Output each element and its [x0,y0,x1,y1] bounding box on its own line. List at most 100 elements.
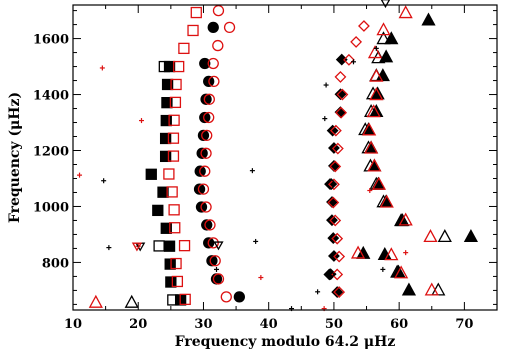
data-point-square-open-red [170,78,182,91]
data-point-square-open-red [178,42,190,55]
data-point-diamond-open-red [358,20,370,32]
data-point-triangle-open-black [437,229,452,243]
data-point-triangle-open-red [369,68,384,82]
data-point-square-open-red [169,96,182,109]
data-point-square-open-red [187,24,199,37]
data-point-circle-filled-black [197,129,210,142]
data-point-square-filled-black [159,150,172,163]
data-point-square-filled-black [157,186,169,198]
data-point-square-open-red [190,6,202,19]
x-tick-label: 20 [129,317,147,332]
data-point-square-open-red [178,239,191,252]
data-point-diamond-filled-black [326,124,339,137]
data-point-triangle-open-red [379,194,394,208]
data-point-diamond-open-red [333,250,346,263]
data-point-diamond-filled-black [334,88,347,101]
data-point-square-filled-black [145,168,157,180]
data-point-triangle-open-red [424,282,439,296]
x-tick-label: 10 [64,317,82,332]
y-tick-label: 800 [42,256,69,271]
data-point-diamond-open-red [333,286,346,299]
data-point-triangle-open-red [367,158,382,172]
data-point-circle-filled-black [233,291,245,303]
data-point-triangle-open-red [367,45,383,59]
chart-marks [77,0,479,312]
y-tick-label: 1000 [33,200,69,215]
data-point-diamond-open-red [350,36,363,48]
data-point-plus-black [380,266,386,272]
data-point-triangle-open-black [390,264,405,278]
data-point-triangle-filled-black [401,282,417,296]
data-point-diamond-filled-black [331,286,344,299]
data-point-diamond-open-red [331,142,344,155]
data-point-triangle-open-red [369,87,384,101]
data-point-square-open-red [170,257,182,270]
y-axis-label: Frequency (μHz) [7,92,23,223]
data-point-diamond-open-red [331,268,344,281]
data-point-circle-filled-black [196,147,208,159]
data-point-circle-open-red [209,255,221,267]
x-tick-label: 60 [390,317,408,332]
data-point-plus-black [350,59,356,65]
data-point-diamond-open-red [334,70,347,83]
data-point-circle-open-red [200,201,212,213]
data-point-plus-red [77,172,83,178]
plot-frame [72,4,498,311]
data-point-square-open-red [171,275,184,288]
data-point-square-open-red [169,222,181,234]
data-point-circle-open-red [220,291,232,303]
data-point-plus-black [106,245,112,251]
data-point-square-open-black [167,294,179,306]
data-point-triangle-open-black [365,86,381,100]
data-point-square-open-red [168,204,180,216]
data-point-plus-black [315,289,321,295]
data-point-square-filled-black [160,114,172,127]
data-point-plus-black [323,82,329,88]
data-point-circle-filled-black [201,219,213,231]
data-point-square-open-red [163,168,175,180]
data-point-square-filled-black [152,204,164,217]
data-point-circle-open-red [223,21,236,34]
data-point-triangle-open-red [88,294,103,308]
data-point-square-open-red [167,150,180,162]
data-point-square-filled-black [160,222,172,234]
data-point-plus-red [258,275,264,281]
data-point-triangle-filled-black [379,49,394,63]
data-point-plus-red [403,250,409,256]
data-point-circle-filled-black [199,57,211,70]
data-point-circle-filled-black [206,255,218,267]
data-point-diamond-filled-black [335,53,348,66]
data-point-circle-open-red [200,147,212,159]
data-point-triangle-open-red [398,5,413,19]
data-point-square-filled-black [165,276,177,288]
data-point-plus-black [101,178,107,184]
data-point-square-filled-black [159,132,172,145]
data-point-triangle-open-red [350,245,366,259]
data-point-diamond-open-red [335,106,348,119]
data-point-circle-open-red [207,237,219,249]
data-point-circle-open-red [203,111,215,124]
x-tick-label: 30 [194,317,212,332]
data-point-diamond-open-red [328,178,340,191]
data-point-inv-triangle-open-red [131,242,143,252]
y-tick-label: 1600 [33,33,69,48]
x-tick-label: 40 [260,317,278,332]
data-point-circle-open-red [207,57,219,70]
data-point-diamond-open-black [325,178,338,191]
data-point-triangle-open-red [376,22,391,36]
data-point-inv-triangle-open-black [213,241,224,251]
data-point-triangle-open-red [384,247,399,261]
data-point-square-open-red [166,186,178,198]
data-point-plus-black [214,266,220,272]
data-point-circle-open-red [204,219,216,231]
data-point-triangle-filled-black [463,229,479,243]
data-point-plus-red [367,188,373,194]
data-point-triangle-open-black [376,31,391,45]
data-point-triangle-open-red [398,212,413,226]
data-point-circle-open-red [212,273,225,285]
data-point-square-open-black [158,60,170,73]
data-point-diamond-open-red [331,232,344,245]
data-point-triangle-open-red [362,122,377,136]
data-point-triangle-open-red [364,140,379,154]
